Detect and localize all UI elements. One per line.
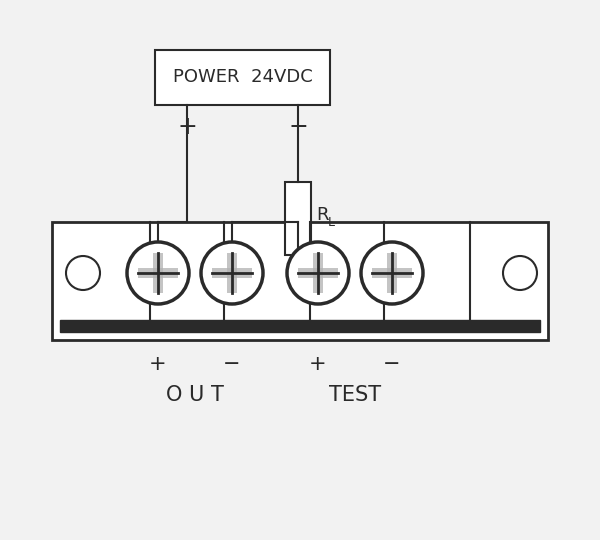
Bar [285, 182, 311, 255]
Text: TEST: TEST [329, 385, 381, 405]
Text: −: − [383, 354, 401, 374]
Text: POWER  24VDC: POWER 24VDC [173, 69, 313, 86]
Bar [153, 253, 163, 293]
Text: −: − [288, 115, 308, 139]
Bar [60, 320, 540, 332]
Bar [155, 50, 330, 105]
Text: L: L [328, 216, 335, 229]
Bar [387, 253, 397, 293]
Text: +: + [309, 354, 327, 374]
Bar [313, 253, 323, 293]
Text: R: R [316, 206, 329, 224]
Bar [298, 268, 338, 278]
Bar [372, 268, 412, 278]
Circle shape [127, 242, 189, 304]
Text: +: + [177, 115, 197, 139]
Bar [138, 268, 178, 278]
Circle shape [361, 242, 423, 304]
Circle shape [201, 242, 263, 304]
Bar [212, 268, 252, 278]
Bar [227, 253, 237, 293]
Text: O U T: O U T [166, 385, 224, 405]
Text: +: + [149, 354, 167, 374]
Circle shape [503, 256, 537, 290]
Bar [52, 222, 548, 340]
Text: −: − [223, 354, 241, 374]
Circle shape [66, 256, 100, 290]
Circle shape [287, 242, 349, 304]
